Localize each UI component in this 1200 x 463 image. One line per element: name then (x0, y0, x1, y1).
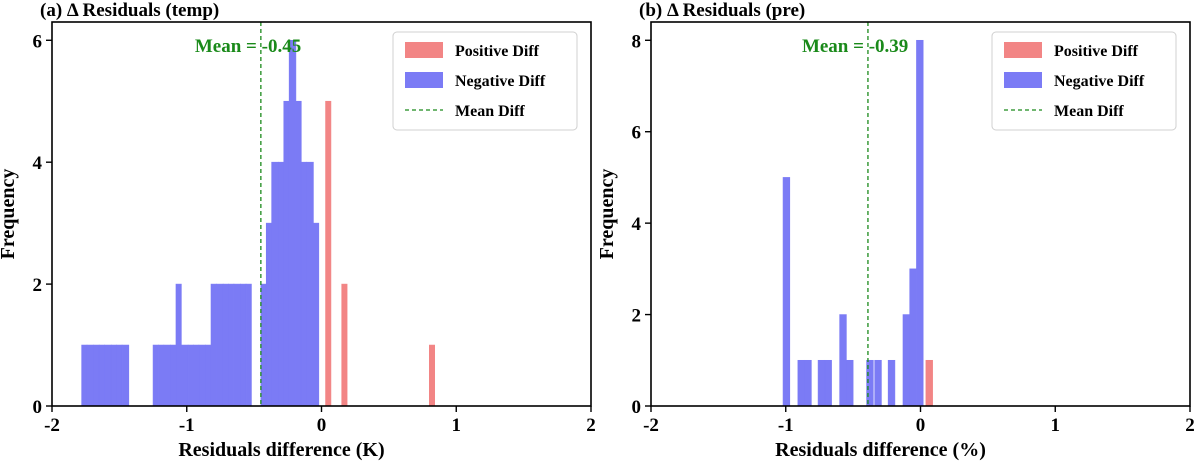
negative-diff-bar (152, 344, 159, 407)
chart-title: (b) Δ Residuals (pre) (639, 0, 805, 21)
negative-diff-bar (163, 344, 171, 407)
negative-diff-bar (782, 177, 791, 407)
negative-diff-bar (288, 39, 297, 407)
legend-label: Positive Diff (1054, 43, 1139, 60)
negative-diff-bar (228, 283, 235, 407)
negative-diff-bar (283, 100, 290, 407)
negative-diff-bar (233, 283, 241, 407)
negative-diff-bar (916, 39, 924, 407)
negative-diff-bar (116, 344, 123, 407)
negative-diff-bar (240, 283, 247, 407)
x-tick-label: 0 (317, 415, 327, 436)
x-axis-label: Residuals difference (K) (178, 439, 384, 461)
negative-diff-bar (300, 161, 307, 407)
mean-label: Mean = -0.39 (802, 36, 908, 57)
chart-title: (a) Δ Residuals (temp) (40, 0, 219, 21)
y-axis-label: Frequency (596, 169, 618, 260)
mean-label: Mean = -0.45 (195, 36, 301, 57)
negative-diff-bar (193, 344, 200, 407)
negative-diff-bar (824, 359, 832, 407)
negative-diff-bar (187, 344, 194, 407)
negative-diff-bar (846, 359, 854, 407)
negative-diff-bar (93, 344, 100, 407)
legend-label: Negative Diff (1054, 73, 1145, 90)
y-tick-label: 6 (33, 31, 43, 52)
negative-diff-bar (121, 344, 130, 407)
negative-diff-bar (874, 359, 882, 407)
x-tick-label: 1 (1051, 415, 1061, 436)
legend-label: Mean Diff (1054, 103, 1124, 120)
negative-diff-bar (104, 344, 112, 407)
negative-diff-bar (909, 268, 917, 407)
negative-diff-bar (81, 344, 88, 407)
legend-swatch (1004, 42, 1042, 58)
negative-diff-bar (260, 283, 267, 407)
negative-diff-bar (110, 344, 117, 407)
negative-diff-bar (817, 359, 826, 407)
y-tick-label: 8 (632, 31, 642, 52)
x-tick-label: 1 (452, 415, 462, 436)
legend: Positive Diff Negative Diff Mean Diff (991, 31, 1177, 131)
x-axis-label: Residuals difference (%) (775, 439, 986, 461)
negative-diff-bar (205, 344, 212, 407)
x-tick-label: 2 (586, 415, 596, 436)
x-tick-label: 0 (916, 415, 926, 436)
positive-diff-bar (925, 359, 933, 407)
negative-diff-bar (86, 344, 95, 407)
x-tick-label: -1 (179, 415, 195, 436)
legend: Positive Diff Negative Diff Mean Diff (392, 31, 578, 131)
negative-diff-bar (245, 283, 252, 407)
negative-diff-bar (278, 161, 285, 407)
positive-diff-bar (341, 283, 348, 407)
positive-diff-bar (325, 100, 332, 407)
negative-diff-bar (839, 314, 847, 407)
y-tick-label: 4 (632, 214, 642, 235)
x-tick-label: -2 (643, 415, 659, 436)
chart-panel-a: (a) Δ Residuals (temp) Mean = -0.45 -2 -1 0 1… (0, 0, 596, 461)
negative-diff-bar (210, 283, 217, 407)
negative-diff-bar (158, 344, 165, 407)
negative-diff-bar (181, 344, 189, 407)
y-tick-label: 2 (33, 275, 43, 296)
negative-diff-bar (313, 222, 320, 407)
negative-diff-bar (198, 344, 206, 407)
legend-swatch (405, 72, 443, 88)
negative-diff-bar (175, 283, 182, 407)
x-tick-label: -2 (44, 415, 60, 436)
negative-diff-bar (271, 161, 279, 407)
legend-swatch (1004, 72, 1042, 88)
y-tick-label: 2 (632, 306, 642, 327)
legend-label: Negative Diff (455, 73, 546, 90)
negative-diff-bar (797, 359, 805, 407)
y-tick-label: 6 (632, 123, 642, 144)
negative-diff-bar (804, 359, 812, 407)
y-tick-label: 4 (33, 153, 43, 174)
negative-diff-bar (887, 359, 896, 407)
negative-diff-bar (306, 161, 314, 407)
negative-diff-bar (98, 344, 105, 407)
negative-diff-bar (902, 314, 911, 407)
negative-diff-bar (216, 283, 224, 407)
negative-diff-bar (170, 344, 177, 407)
legend-label: Mean Diff (455, 103, 525, 120)
negative-diff-bar (265, 222, 272, 407)
x-tick-label: 2 (1185, 415, 1195, 436)
negative-diff-bar (295, 100, 302, 407)
positive-diff-bar (428, 344, 435, 407)
x-tick-label: -1 (778, 415, 794, 436)
y-axis-label: Frequency (0, 169, 19, 260)
chart-panel-b: (b) Δ Residuals (pre) Mean = -0.39 -2 -1 0 1 2… (596, 0, 1195, 461)
legend-swatch (405, 42, 443, 58)
y-tick-label: 0 (33, 397, 43, 418)
y-tick-label: 0 (632, 397, 642, 418)
legend-label: Positive Diff (455, 43, 540, 60)
negative-diff-bar (222, 283, 229, 407)
